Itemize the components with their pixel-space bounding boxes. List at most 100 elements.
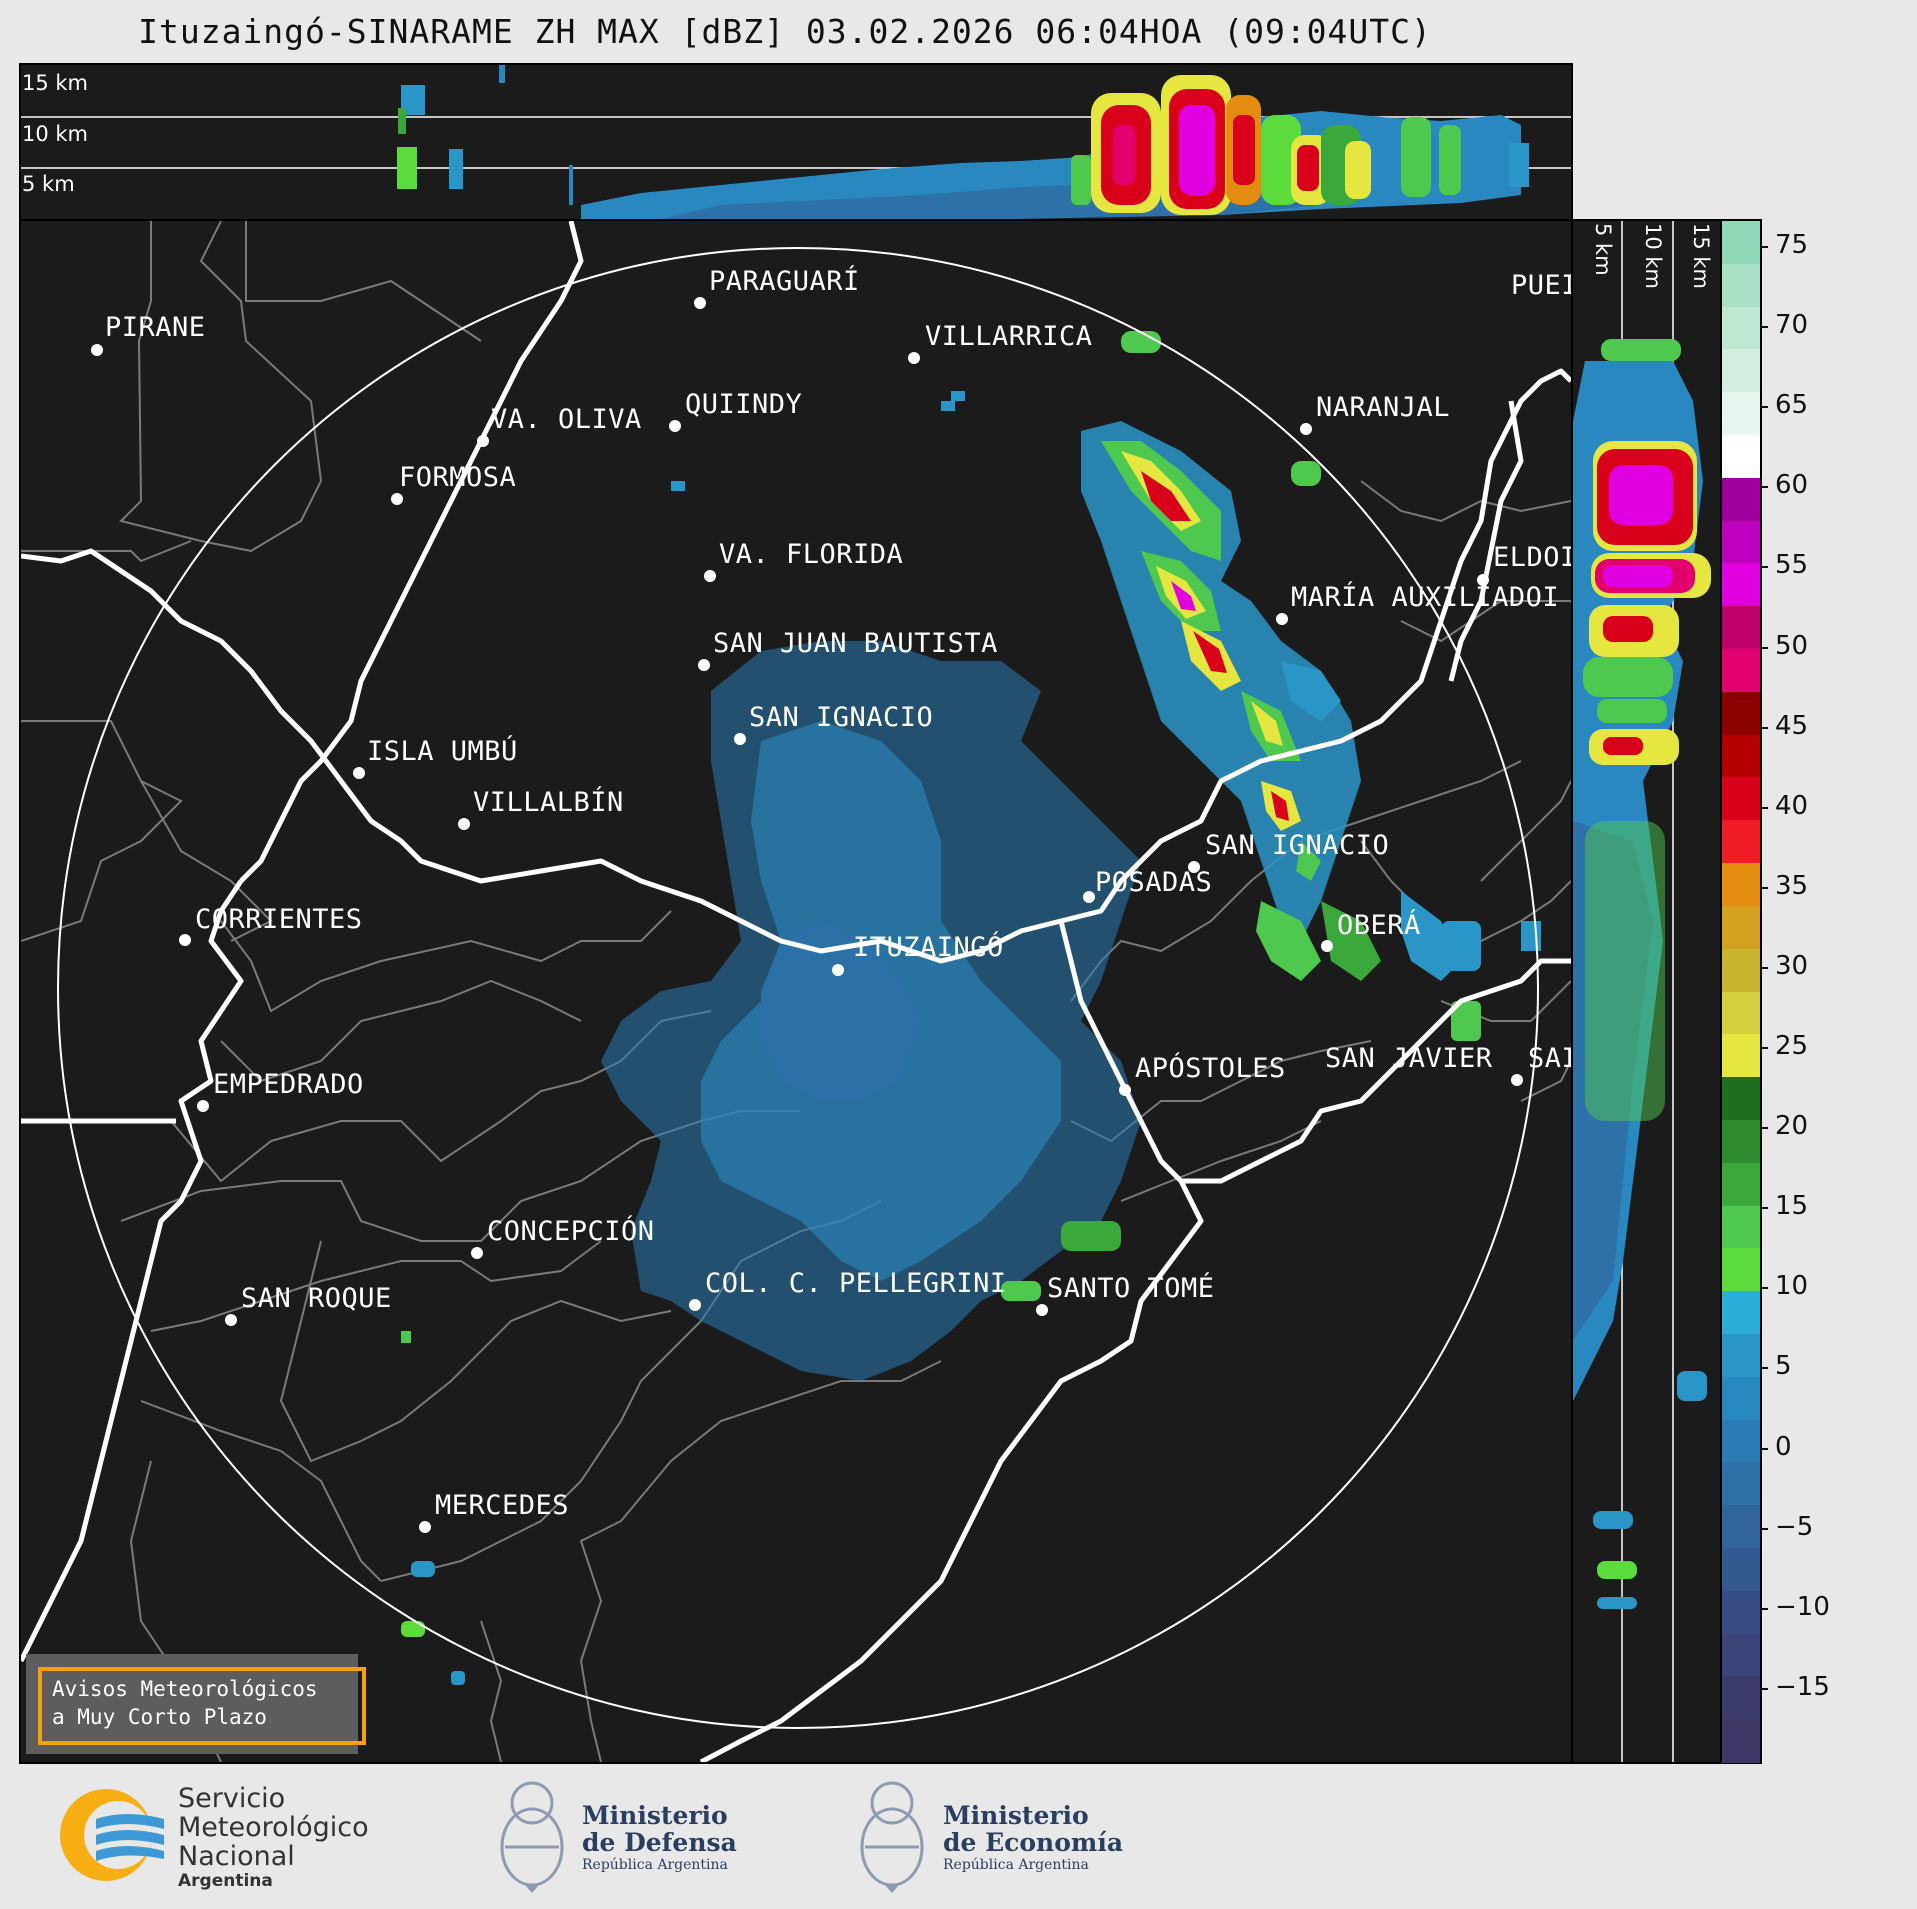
city-label-quiindy: QUIINDY [685,389,803,420]
city-dot [1477,574,1489,586]
city-label-san-javier: SAN JAVIER [1325,1043,1493,1074]
city-dot [225,1314,237,1326]
colorbar-tick [1760,1607,1768,1610]
radar-echo-stratiform [601,641,1141,1381]
warning-line-1: Avisos Meteorológicos [52,1677,318,1701]
radar-echo-convective [401,331,1541,1685]
colorbar-segment [1722,1676,1760,1721]
city-label-posadas: POSADAS [1095,867,1213,898]
top-alt-label-5km: 5 km [22,172,75,196]
colorbar-segment [1722,1119,1760,1164]
colorbar-segment [1722,392,1760,437]
river-boundaries [21,221,1571,1762]
colorbar-tick [1760,406,1768,409]
colorbar-segment [1722,563,1760,608]
top-cross-section-panel: 15 km 10 km 5 km [19,63,1573,221]
colorbar-tick [1760,1687,1768,1690]
colorbar-segment [1722,1162,1760,1207]
city-dot [1300,423,1312,435]
colorbar-tick-label: 10 [1775,1271,1809,1302]
side-alt-label-15km: 15 km [1689,223,1713,290]
coat-of-arms-icon [495,1775,570,1895]
side-cross-section-panel: 5 km 10 km 15 km [1571,219,1722,1764]
city-label-va-florida: VA. FLORIDA [719,539,904,570]
city-dot [1188,861,1200,873]
city-dot [477,435,489,447]
smn-logo-icon [56,1785,166,1885]
city-label-villarrica: VILLARRICA [925,321,1093,352]
colorbar-tick [1760,246,1768,248]
colorbar-segment [1722,691,1760,736]
colorbar-tick [1760,1367,1768,1370]
colorbar-segment [1722,1034,1760,1079]
colorbar-segment [1722,1205,1760,1250]
city-dot [908,352,920,364]
colorbar-tick-label: 20 [1775,1111,1809,1142]
city-dot [698,659,710,671]
colorbar-tick-label: 55 [1775,550,1809,581]
city-dot [689,1299,701,1311]
colorbar-segment [1722,905,1760,950]
colorbar-segment [1722,306,1760,351]
colorbar-tick [1760,806,1768,809]
city-label-san-roque: SAN ROQUE [241,1283,392,1314]
city-label-san-ignacio-ar: SAN IGNACIO [1205,830,1390,861]
colorbar-segment [1722,263,1760,308]
colorbar-tick [1760,1527,1768,1530]
city-dot [669,420,681,432]
city-label-pirane: PIRANE [105,312,206,343]
city-label-apostoles: APÓSTOLES [1135,1053,1286,1084]
city-label-concepcion: CONCEPCIÓN [487,1216,655,1247]
colorbar-tick-label: 40 [1775,790,1809,821]
colorbar-tick [1760,886,1768,889]
city-dot [419,1521,431,1533]
city-dot [197,1100,209,1112]
colorbar-segment [1722,1419,1760,1464]
coat-of-arms-icon [855,1775,930,1895]
colorbar-tick-label: 70 [1775,310,1809,341]
colorbar-tick [1760,1127,1768,1130]
colorbar-tick-label: 5 [1775,1351,1792,1382]
side-cross-section-echoes [1573,221,1711,1762]
colorbar-tick-label: −5 [1775,1511,1814,1542]
map-title: Ituzaingó-SINARAME ZH MAX [dBZ] 03.02.20… [138,12,1432,51]
city-dot [391,493,403,505]
warning-link[interactable]: Avisos Meteorológicos a Muy Corto Plazo [38,1667,366,1745]
defensa-logo-text: Ministerio de Defensa República Argentin… [582,1801,737,1873]
colorbar-tick [1760,1047,1768,1049]
colorbar-segment [1722,1376,1760,1421]
colorbar-segment [1722,606,1760,651]
colorbar-tick-label: 35 [1775,870,1809,901]
city-dot [694,297,706,309]
city-label-eldoi: ELDOI [1493,542,1573,573]
colorbar-segment [1722,1333,1760,1378]
city-dot [471,1247,483,1259]
radar-map-layer [21,221,1571,1762]
colorbar-tick-label: 75 [1775,230,1809,260]
colorbar-segment [1722,221,1760,265]
city-label-naranjal: NARANJAL [1316,392,1451,423]
city-dot [458,818,470,830]
colorbar-segment [1722,1291,1760,1335]
top-alt-label-15km: 15 km [22,71,89,95]
colorbar-segment [1722,1590,1760,1635]
colorbar-segment [1722,477,1760,522]
colorbar-segment [1722,991,1760,1036]
side-alt-label-10km: 10 km [1641,223,1665,290]
colorbar-tick [1760,486,1768,489]
city-label-san-juan-bautista: SAN JUAN BAUTISTA [713,628,998,659]
city-label-obera: OBERÁ [1337,910,1421,941]
city-dot [734,733,746,745]
colorbar-tick-label: 25 [1775,1031,1809,1061]
colorbar-tick [1760,1287,1768,1290]
colorbar-segment [1722,1077,1760,1121]
colorbar-segment [1722,1248,1760,1293]
colorbar-segment [1722,1462,1760,1507]
colorbar-tick [1760,966,1768,969]
colorbar-tick-label: 0 [1775,1431,1792,1462]
colorbar-tick-label: 30 [1775,950,1809,981]
city-label-paraguari: PARAGUARÍ [709,266,860,297]
colorbar-tick [1760,646,1768,649]
colorbar-segment [1722,1505,1760,1549]
warning-box[interactable]: Avisos Meteorológicos a Muy Corto Plazo [26,1654,366,1754]
